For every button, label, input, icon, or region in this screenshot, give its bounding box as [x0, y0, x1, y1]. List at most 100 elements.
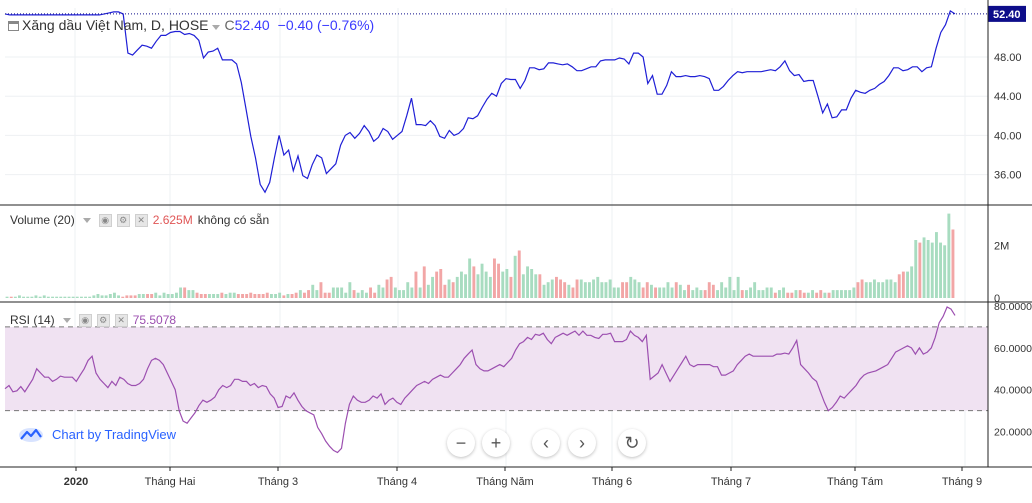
volume-bar: [38, 296, 42, 298]
time-tick-label: Tháng 4: [377, 476, 417, 488]
volume-bar: [798, 290, 802, 298]
time-tick-label: Tháng Tám: [827, 476, 883, 488]
volume-bar: [414, 271, 418, 298]
volume-bar: [711, 284, 715, 298]
symbol-title[interactable]: Xăng dầu Việt Nam, D, HOSE: [22, 17, 209, 33]
volume-bar: [493, 258, 496, 298]
close-icon[interactable]: ✕: [134, 213, 148, 227]
volume-bar: [191, 290, 195, 298]
scroll-right-button[interactable]: ›: [568, 429, 596, 457]
time-tick-label: Tháng Năm: [476, 476, 533, 488]
rsi-band: [5, 326, 988, 411]
volume-bar: [868, 282, 872, 298]
close-icon[interactable]: ✕: [114, 313, 128, 327]
volume-bar: [563, 282, 567, 298]
volume-bar: [187, 290, 191, 298]
eye-icon[interactable]: ◉: [98, 213, 112, 227]
volume-bar: [146, 294, 149, 298]
volume-bar: [488, 276, 492, 298]
chevron-down-icon[interactable]: [82, 217, 91, 223]
volume-bar: [476, 274, 480, 298]
volume-bar: [885, 279, 889, 298]
volume-bar: [901, 271, 905, 298]
zoom-in-button[interactable]: +: [482, 429, 510, 457]
volume-bar: [455, 276, 459, 298]
volume-bar: [113, 292, 116, 298]
volume-bar: [893, 282, 897, 298]
gear-icon[interactable]: ⚙: [116, 213, 130, 227]
volume-bar: [720, 282, 724, 298]
volume-bar: [935, 232, 938, 298]
volume-bar: [501, 271, 505, 298]
volume-bar: [575, 279, 579, 298]
volume-bar: [108, 294, 112, 298]
volume-bar: [769, 287, 773, 298]
volume-bar: [307, 290, 310, 298]
volume-bar: [773, 292, 777, 298]
zoom-out-button[interactable]: −: [447, 429, 475, 457]
volume-bar: [249, 292, 253, 298]
volume-bar: [232, 292, 236, 298]
volume-bar: [59, 296, 63, 298]
volume-bar: [778, 290, 781, 298]
volume-bar: [897, 274, 901, 298]
volume-bar: [555, 276, 558, 298]
rsi-value: 75.5078: [132, 313, 177, 327]
volume-bar: [852, 287, 856, 298]
rsi-legend: RSI (14) ◉ ⚙ ✕ 75.5078: [10, 313, 176, 327]
volume-bar: [509, 276, 513, 298]
volume-bar: [699, 290, 703, 298]
volume-bar: [637, 282, 641, 298]
volume-bar: [406, 282, 410, 298]
volume-bar: [340, 287, 344, 298]
volume-bar: [402, 290, 405, 298]
eye-icon[interactable]: ◉: [78, 313, 92, 327]
volume-bar: [678, 284, 682, 298]
volume-bar: [435, 271, 439, 298]
price-tick-label: 44.00: [994, 91, 1022, 103]
volume-bar: [835, 290, 839, 298]
chevron-down-icon[interactable]: [211, 25, 220, 30]
volume-bar: [943, 245, 947, 298]
reset-chart-button[interactable]: ↻: [618, 429, 646, 457]
scroll-left-button[interactable]: ‹: [532, 429, 560, 457]
price-pane: [4, 9, 988, 194]
volume-bar: [753, 282, 757, 298]
volume-bar: [80, 296, 83, 298]
last-price-badge: [988, 5, 1026, 22]
volume-bar: [922, 237, 926, 298]
volume-bar: [327, 292, 331, 298]
volume-label[interactable]: Volume (20): [10, 213, 75, 227]
volume-bar: [13, 296, 17, 298]
volume-legend: Volume (20) ◉ ⚙ ✕ 2.625M không có sẵn: [10, 213, 269, 227]
volume-bar: [183, 287, 187, 298]
volume-bar: [728, 276, 732, 298]
price-tick-label: 48.00: [994, 52, 1022, 64]
axes: 48.00 44.00 40.00 36.00 52.40 2M 080.0000 60.00…: [0, 0, 1032, 488]
volume-tick-label: 2M: [994, 240, 1009, 252]
volume-bar: [860, 279, 864, 298]
chevron-down-icon[interactable]: [62, 317, 71, 323]
chevron-left-icon: ‹: [543, 432, 549, 453]
volume-bar: [906, 271, 909, 298]
gear-icon[interactable]: ⚙: [96, 313, 110, 327]
volume-bar: [270, 294, 273, 298]
volume-note: không có sẵn: [197, 213, 270, 227]
volume-bar: [96, 294, 100, 298]
tradingview-attribution[interactable]: Chart by TradingView: [18, 425, 176, 443]
attribution-text[interactable]: Chart by TradingView: [52, 426, 177, 442]
volume-bar: [559, 279, 562, 298]
time-tick-label: 2020: [64, 476, 88, 488]
volume-bar: [199, 294, 203, 298]
volume-bar: [224, 294, 228, 298]
rsi-tick-label: 80.0000: [994, 301, 1032, 313]
chart-type-icon[interactable]: [8, 21, 19, 31]
volume-bar: [92, 295, 96, 298]
volume-bar: [381, 287, 385, 298]
volume-bar: [385, 279, 389, 298]
volume-bar: [331, 287, 335, 298]
rsi-label[interactable]: RSI (14): [10, 313, 55, 327]
volume-bar: [208, 294, 211, 298]
